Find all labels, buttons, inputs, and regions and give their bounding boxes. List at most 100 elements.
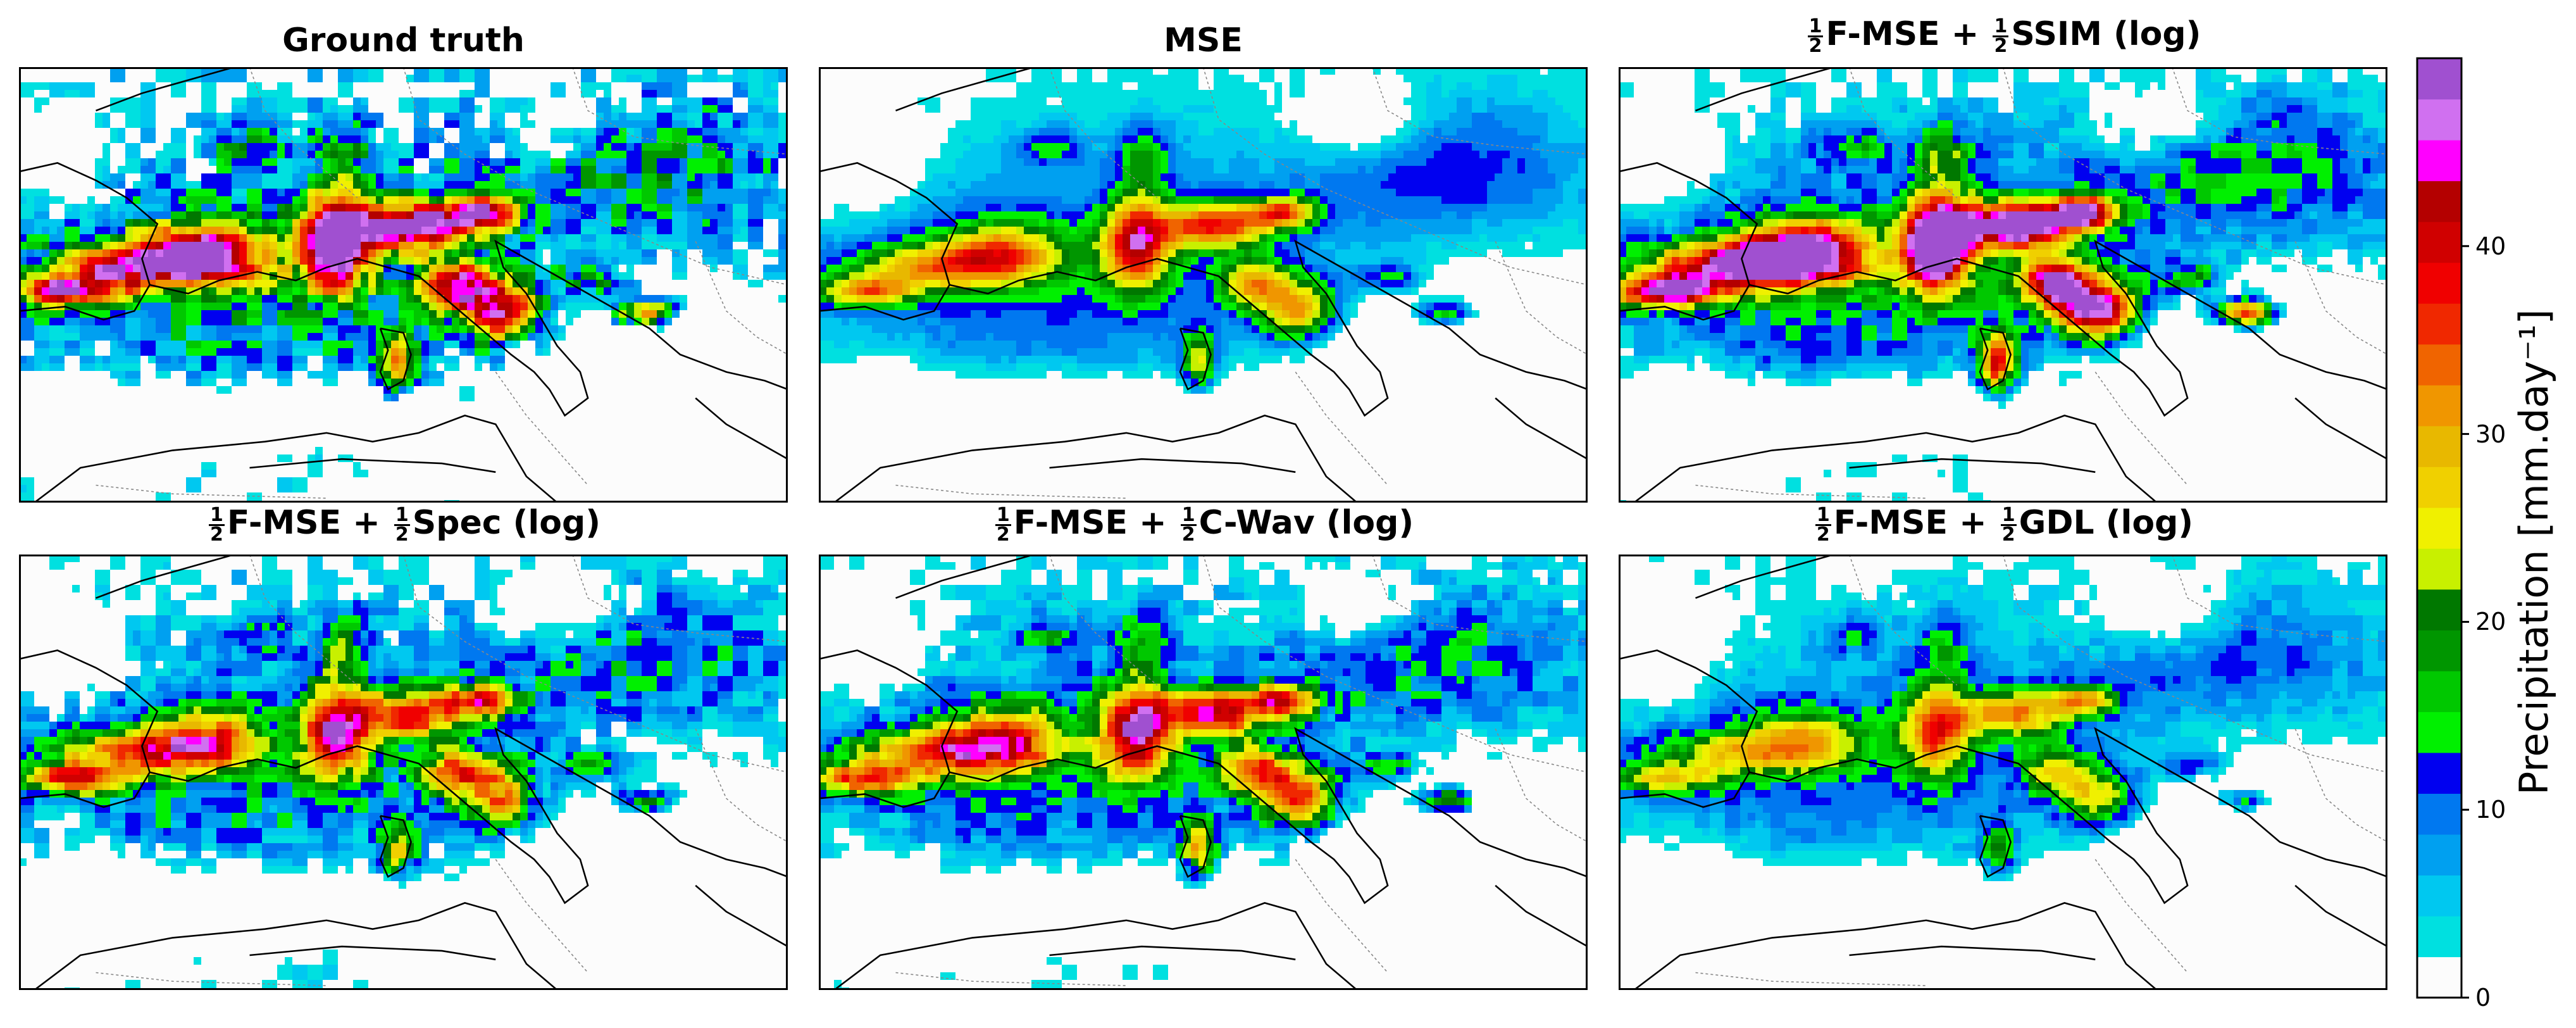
coastline <box>1979 815 2012 878</box>
country-border <box>1848 67 1958 199</box>
colorbar-segment <box>2417 956 2461 998</box>
colorbar-tick-label: 0 <box>2475 984 2491 1012</box>
precip-cells <box>19 555 788 990</box>
colorbar-tick-label: 30 <box>2475 420 2506 448</box>
coastline <box>1749 727 2387 905</box>
country-border <box>249 555 358 686</box>
colorbar-segment <box>2417 58 2461 100</box>
coastline <box>19 649 159 808</box>
colorbar-segment <box>2417 344 2461 385</box>
colorbar-segment <box>2417 875 2461 917</box>
country-border <box>1848 555 1958 686</box>
country-border <box>495 859 588 974</box>
country-border <box>1495 728 1588 843</box>
title-main: C-Wav (log) <box>1198 504 1414 542</box>
coastline <box>895 555 1035 599</box>
colorbar-segment <box>2417 180 2461 222</box>
colorbar-tick-label: 20 <box>2475 608 2506 636</box>
country-border <box>2172 67 2387 155</box>
coastline <box>1849 458 2096 473</box>
title-main: Ground truth <box>282 22 525 60</box>
map-panel <box>19 555 788 990</box>
coastline <box>34 415 558 503</box>
colorbar-segment <box>2417 548 2461 590</box>
colorbar-segment <box>2417 793 2461 835</box>
colorbar-segment <box>2417 303 2461 345</box>
coastline <box>96 555 235 599</box>
country-border <box>572 555 788 642</box>
coastline <box>1849 945 2096 961</box>
country-border <box>1295 859 1388 974</box>
map-panel <box>1619 555 2387 990</box>
country-border <box>895 972 1127 986</box>
colorbar-tick-label: 40 <box>2475 232 2506 260</box>
panel-title: 1 2 F-MSE + 1 2 C-Wav (log) <box>819 504 1588 544</box>
coastline <box>819 162 959 321</box>
coastline <box>2294 884 2387 948</box>
country-border <box>1048 67 1158 199</box>
precip-cells <box>1619 67 2387 503</box>
map-frame <box>19 555 788 990</box>
colorbar-segment <box>2417 630 2461 672</box>
coastline <box>833 415 1358 503</box>
colorbar-segment <box>2417 425 2461 467</box>
coastline <box>96 67 235 112</box>
precip-map <box>1619 555 2387 990</box>
coastline <box>1695 67 1834 112</box>
colorbar-segment <box>2417 670 2461 712</box>
country-border <box>249 67 358 199</box>
coastline <box>1179 815 1212 878</box>
country-border <box>2294 728 2387 843</box>
precip-map <box>1619 67 2387 503</box>
country-border <box>2172 555 2387 642</box>
colorbar-segment <box>2417 467 2461 508</box>
country-border <box>572 67 788 155</box>
country-border <box>1372 555 1588 642</box>
map-frame <box>19 67 788 503</box>
coastline <box>1633 902 2158 990</box>
map-frame <box>819 555 1588 990</box>
country-border <box>2294 241 2387 355</box>
coastline <box>949 727 1588 905</box>
coastline <box>1619 162 1758 321</box>
country-border <box>2094 372 2188 486</box>
colorbar-frame <box>2416 57 2463 999</box>
title-main: Spec (log) <box>412 504 600 542</box>
panel-title: 1 2 F-MSE + 1 2 Spec (log) <box>19 504 788 544</box>
coastline <box>695 884 788 948</box>
colorbar-tick-label: 10 <box>2475 796 2506 824</box>
coastline <box>149 727 788 905</box>
precip-cells <box>819 555 1588 990</box>
coastline <box>1049 458 1296 473</box>
precip-map <box>19 67 788 503</box>
coastline <box>379 327 412 391</box>
title-pre: F-MSE + <box>1833 504 1998 542</box>
colorbar-segment <box>2417 507 2461 549</box>
title-main: SSIM (log) <box>2011 15 2201 53</box>
map-panel <box>819 555 1588 990</box>
country-border <box>695 241 788 355</box>
country-border <box>1048 555 1158 686</box>
country-border <box>2094 859 2188 974</box>
map-frame <box>1619 555 2387 990</box>
colorbar-segment <box>2417 99 2461 141</box>
precip-map <box>819 555 1588 990</box>
country-border <box>96 972 327 986</box>
country-border <box>1372 67 1588 155</box>
country-border <box>1295 372 1388 486</box>
title-pre: F-MSE + <box>1013 504 1178 542</box>
coastline <box>949 239 1588 417</box>
precip-cells <box>1619 555 2387 881</box>
country-border <box>1495 241 1588 355</box>
panel-title: Ground truth <box>19 22 788 60</box>
panel-title: MSE <box>819 22 1588 60</box>
map-panel <box>819 67 1588 503</box>
